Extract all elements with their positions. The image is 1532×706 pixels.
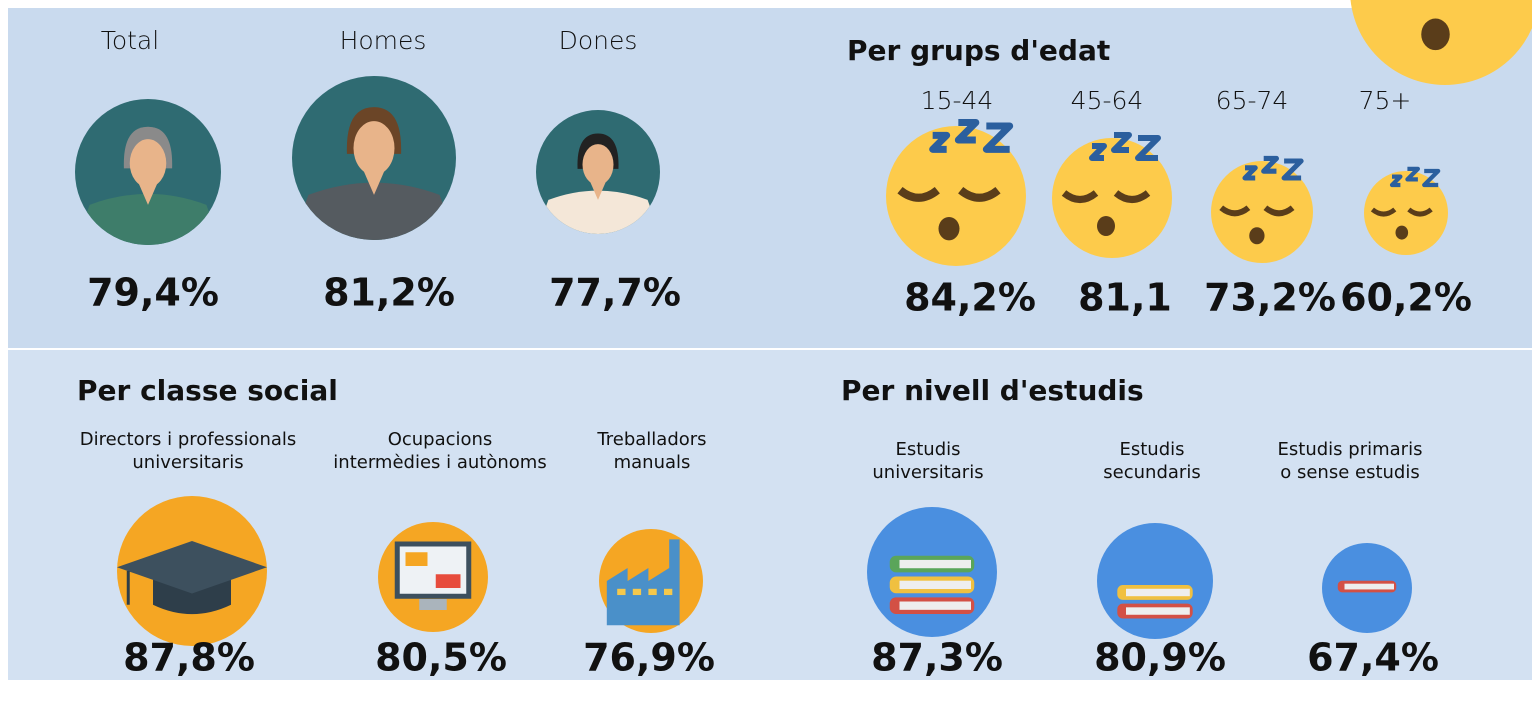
item-value: 87,8% [123, 636, 255, 680]
block [436, 574, 461, 588]
mouth [1421, 19, 1450, 51]
item-label: Estudis [1119, 439, 1184, 460]
page: { "overall": { "items": [ {"label": "Tot… [0, 0, 1532, 706]
item-label: 65-74 [1216, 86, 1289, 115]
pages [900, 560, 972, 568]
item-label: intermèdies i autònoms [333, 452, 546, 473]
item-label: Ocupacions [388, 429, 493, 450]
item-label: Dones [559, 26, 638, 55]
stand [419, 599, 447, 610]
zzz [933, 135, 947, 149]
icon [75, 99, 221, 245]
item-label: Directors i professionals [80, 429, 297, 450]
section-title: Per nivell d'estudis [841, 374, 1144, 407]
face [583, 144, 614, 185]
item-label: 75+ [1359, 86, 1412, 115]
item-label: 15-44 [921, 86, 994, 115]
icon [1322, 543, 1412, 633]
item-label: Treballadors [596, 429, 706, 450]
item-value: 79,4% [87, 271, 219, 315]
window [648, 589, 656, 595]
item-label: Homes [340, 26, 427, 55]
item-label: Estudis primaris [1278, 439, 1423, 460]
item-label: Estudis [895, 439, 960, 460]
pages [900, 581, 972, 589]
icon [117, 496, 267, 646]
item-label: secundaris [1103, 462, 1200, 483]
window [617, 589, 625, 595]
block [406, 552, 428, 566]
icon-circle [1097, 523, 1213, 639]
face [354, 121, 395, 175]
icon [536, 110, 660, 234]
mouth [1249, 227, 1264, 244]
item-label: universitaris [132, 452, 243, 473]
item-label: universitaris [872, 462, 983, 483]
face [130, 139, 167, 187]
section-title: Per grups d'edat [847, 34, 1110, 67]
item-value: 87,3% [871, 636, 1003, 680]
icon [599, 529, 703, 633]
item-value: 80,5% [375, 636, 507, 680]
item-value: 81,1 [1078, 276, 1172, 320]
pages [1345, 584, 1395, 590]
pages [1126, 589, 1190, 596]
window [664, 589, 672, 595]
item-label: 45-64 [1071, 86, 1144, 115]
item-value: 81,2% [323, 271, 455, 315]
item-label: Total [101, 26, 159, 55]
zzz [1092, 146, 1104, 158]
zzz [1392, 177, 1400, 185]
pages [1126, 607, 1190, 614]
section-title: Per classe social [77, 374, 338, 407]
mouth [939, 217, 960, 240]
window [633, 589, 641, 595]
item-value: 76,9% [583, 636, 715, 680]
item-value: 84,2% [904, 276, 1036, 320]
item-value: 80,9% [1094, 636, 1226, 680]
pages [900, 602, 972, 610]
item-value: 77,7% [549, 271, 681, 315]
mouth [1097, 216, 1115, 236]
item-value: 73,2% [1204, 276, 1336, 320]
icon [292, 76, 456, 240]
icon [378, 522, 488, 632]
item-value: 67,4% [1307, 636, 1439, 680]
mouth [1396, 226, 1409, 240]
item-label: manuals [614, 452, 691, 473]
infographic: Per grups d'edat Per classe social Per n… [0, 0, 1532, 706]
screen [397, 544, 469, 596]
item-label: o sense estudis [1280, 462, 1420, 483]
icon [867, 507, 997, 637]
zzz [1245, 168, 1255, 178]
icon [1097, 523, 1213, 639]
item-value: 60,2% [1340, 276, 1472, 320]
